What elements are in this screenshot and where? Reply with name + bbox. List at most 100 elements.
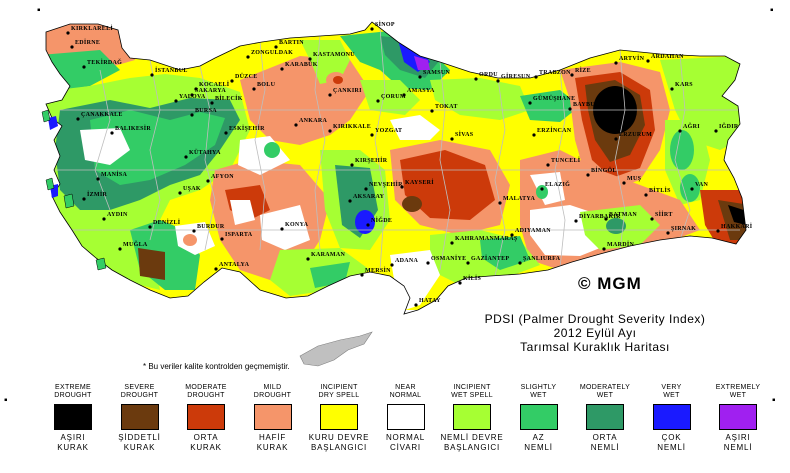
city-label-adiyaman: ADIYAMAN [515, 228, 551, 234]
region-burdur-mild-spot [183, 234, 197, 246]
region-sanliurfa-slightly-wet [480, 236, 530, 270]
city-marker-ri-ze [570, 73, 574, 77]
legend-turkish-label: AZ NEMLİ [524, 433, 553, 452]
legend-english-label: EXTREME DROUGHT [54, 384, 92, 399]
region-balikesir-normal [80, 128, 130, 165]
city-label-tokat: TOKAT [435, 104, 458, 110]
legend-english-label: SEVERE DROUGHT [120, 384, 159, 399]
legend-swatch [54, 404, 92, 430]
legend-swatch [320, 404, 358, 430]
legend-item-4: INCIPIENT DRY SPELL KURU DEVRE BAŞLANGICI [306, 384, 372, 453]
city-label-karaman: KARAMAN [311, 252, 345, 258]
city-label-kars: KARS [675, 82, 693, 88]
city-label-edi-rne: EDİRNE [75, 39, 100, 46]
city-label-adana: ADANA [395, 258, 419, 264]
city-label-nev-ehi-r: NEVŞEHİR [369, 181, 403, 188]
legend-swatch [120, 404, 159, 430]
city-label-bi-tli-s: BİTLİS [649, 187, 671, 194]
legend-item-6: INCIPIENT WET SPELL NEMLİ DEVRE BAŞLANGIC… [439, 384, 505, 453]
city-marker-hakkari- [716, 229, 720, 233]
city-marker--orum [376, 99, 380, 103]
city-marker-bayburt [568, 107, 572, 111]
city-marker-hatay [414, 303, 418, 307]
legend-english-label: INCIPIENT DRY SPELL [318, 384, 360, 399]
city-label-ki-li-s: KİLİS [463, 275, 482, 282]
legend-swatch [519, 404, 558, 430]
city-marker-tunceli- [546, 163, 550, 167]
city-marker-kastamonu [308, 57, 312, 61]
city-marker-yalova [174, 99, 178, 103]
city-label-i-zmi-r: İZMİR [87, 191, 108, 198]
city-label-balikesi-r: BALIKESİR [115, 125, 151, 132]
city-label-kocaeli-: KOCAELİ [199, 81, 230, 88]
region-konya-normal [260, 205, 310, 250]
city-label-bartin: BARTIN [279, 40, 304, 46]
city-marker-aydin [102, 217, 106, 221]
map-title-line1: PDSI (Palmer Drought Severity Index) [484, 312, 706, 326]
city-label--anakkale: ÇANAKKALE [81, 112, 123, 118]
city-label-ri-ze: RİZE [575, 67, 591, 74]
region-yozgat-normal [390, 115, 440, 140]
region-kayseri-severe [402, 196, 422, 212]
city-marker-ankara [294, 123, 298, 127]
city-label-kastamonu: KASTAMONU [313, 52, 355, 58]
city-label-k-tahya: KÜTAHYA [189, 149, 221, 156]
legend-item-3: MILD DROUGHT HAFİF KURAK [240, 384, 306, 453]
city-label-sakarya: SAKARYA [195, 88, 226, 94]
city-label-elazi-: ELAZIĞ [545, 180, 570, 188]
city-label-gazi-antep: GAZİANTEP [471, 255, 509, 262]
city-marker-zonguldak [246, 55, 250, 59]
city-label-aksaray: AKSARAY [353, 194, 385, 200]
region-kars-incipient-wet [660, 56, 745, 150]
legend-english-label: INCIPIENT WET SPELL [451, 384, 493, 399]
city-marker-d-zce [230, 79, 234, 83]
city-label-mersi-n: MERSİN [365, 267, 391, 274]
region-gumushane-slightly-wet [520, 90, 580, 122]
city-label-amasya: AMASYA [407, 88, 435, 94]
city-marker-edi-rne [70, 45, 74, 49]
city-marker-i-stanbul [150, 73, 154, 77]
city-marker-ni-de [366, 223, 370, 227]
city-marker-bi-leci-k [210, 101, 214, 105]
city-marker-karaman [306, 257, 310, 261]
city-label-hatay: HATAY [419, 298, 441, 304]
city-marker-adiyaman [510, 233, 514, 237]
city-marker--anakkale [76, 117, 80, 121]
region-elazig-wet-spot [536, 185, 548, 199]
city-marker-kayseri- [400, 185, 404, 189]
city-label-kirklareli-: KIRKLARELİ [71, 25, 113, 32]
city-marker-samsun [418, 75, 422, 79]
city-marker-ki-li-s [458, 281, 462, 285]
corner-marker-br: ▪ [772, 395, 776, 406]
city-marker-mu- [622, 181, 626, 185]
city-label-deni-zli-: DENİZLİ [153, 219, 181, 226]
city-label-erzi-ncan: ERZİNCAN [537, 127, 572, 134]
city-marker-mani-sa [96, 177, 100, 181]
city-label-trabzon: TRABZON [539, 70, 571, 76]
city-label--ankiri: ÇANKIRI [333, 88, 362, 94]
city-marker-bi-ng-l [586, 173, 590, 177]
city-marker-batman [604, 217, 608, 221]
city-marker-sakarya [190, 93, 194, 97]
city-marker-kir-ehi-r [350, 163, 354, 167]
city-marker-erzi-ncan [532, 133, 536, 137]
city-marker-gi-resun [496, 79, 500, 83]
city-label-mardi-n: MARDİN [607, 241, 634, 248]
city-label-hakkari-: HAKKARİ [721, 223, 753, 230]
city-marker-karab-k [280, 67, 284, 71]
city-marker-u-ak [178, 191, 182, 195]
city-label-mu-: MUŞ [627, 176, 642, 182]
city-label--irnak: ŞIRNAK [671, 226, 696, 232]
legend-turkish-label: ORTA KURAK [190, 433, 222, 452]
legend-turkish-label: KURU DEVRE BAŞLANGICI [308, 433, 370, 452]
city-label-eski-ehi-r: ESKİŞEHİR [229, 125, 265, 132]
city-label-batman: BATMAN [609, 212, 637, 218]
aegean-islands [41, 109, 107, 271]
city-marker-kocaeli- [194, 87, 198, 91]
city-marker-konya [280, 227, 284, 231]
city-label-karab-k: KARABÜK [285, 61, 318, 68]
city-label-konya: KONYA [285, 222, 309, 228]
city-label-bi-ng-l: BİNGÖL [591, 167, 617, 174]
legend-swatch [652, 404, 691, 430]
city-label--orum: ÇORUM [381, 94, 406, 100]
